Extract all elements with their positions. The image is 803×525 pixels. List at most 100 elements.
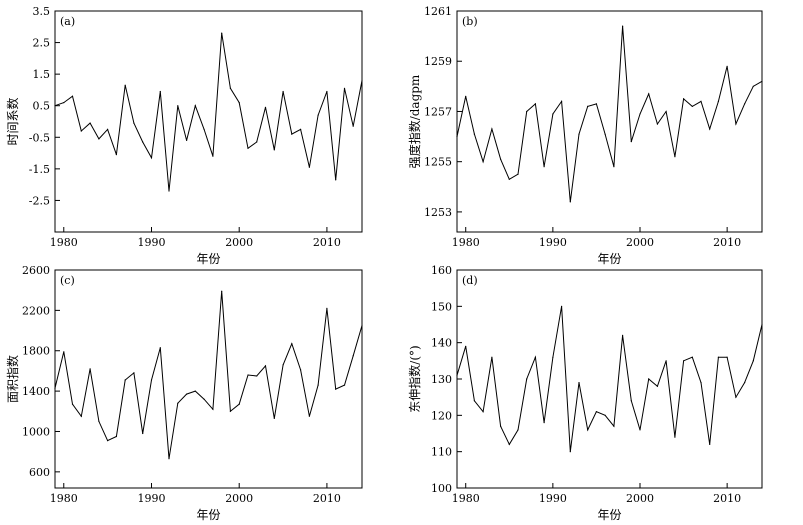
data-point	[291, 343, 293, 345]
data-point	[726, 65, 728, 67]
data-point	[604, 414, 606, 416]
x-tick-label: 1980	[50, 492, 78, 505]
data-point	[700, 382, 702, 384]
data-point	[648, 378, 650, 380]
data-point	[726, 356, 728, 358]
data-point	[317, 384, 319, 386]
data-point	[343, 384, 346, 386]
data-point	[665, 110, 667, 113]
data-point	[578, 133, 580, 135]
data-point	[326, 307, 328, 309]
data-point	[543, 166, 545, 168]
y-tick-label: 3.5	[33, 5, 51, 18]
data-point	[517, 429, 519, 431]
x-tick-label: 1990	[539, 236, 567, 249]
data-point	[221, 32, 223, 34]
data-point	[115, 154, 117, 156]
data-point	[639, 113, 641, 115]
data-point	[465, 345, 467, 347]
y-tick-label: 1253	[424, 206, 452, 219]
y-tick-label: 2600	[22, 264, 50, 277]
data-point	[456, 374, 458, 376]
data-point	[343, 87, 346, 89]
data-point	[150, 379, 153, 381]
data-point	[526, 110, 528, 113]
data-point	[107, 440, 109, 442]
x-tick-label: 2000	[225, 236, 253, 249]
data-point	[613, 166, 615, 168]
data-point	[194, 390, 196, 392]
data-point	[326, 90, 328, 93]
data-point	[674, 156, 676, 158]
data-point	[482, 411, 484, 413]
data-point	[491, 356, 493, 358]
data-point	[578, 382, 580, 384]
data-point	[282, 364, 284, 366]
data-point	[352, 355, 354, 357]
y-tick-label: 160	[431, 264, 452, 277]
data-point	[569, 451, 571, 453]
data-point	[159, 347, 161, 349]
y-axis-title: 时间系数	[5, 97, 20, 145]
y-axis-title: 强度指数/dagpm	[407, 74, 422, 168]
y-tick-label: 2200	[22, 304, 50, 317]
data-point	[335, 388, 337, 390]
data-point	[168, 458, 170, 460]
panel-label: (d)	[462, 274, 478, 287]
data-point	[500, 425, 502, 427]
data-point	[273, 149, 275, 151]
y-tick-label: -0.5	[29, 131, 50, 144]
data-point	[700, 100, 702, 102]
data-point	[543, 422, 545, 424]
data-point	[124, 84, 126, 86]
data-point	[221, 290, 223, 292]
x-axis-title: 年份	[597, 508, 621, 522]
data-point	[89, 368, 91, 370]
series-line	[54, 291, 363, 459]
data-point	[717, 356, 720, 358]
data-point	[735, 123, 737, 125]
x-axis-title: 年份	[196, 508, 220, 522]
data-point	[552, 356, 554, 358]
data-point	[595, 103, 598, 105]
x-axis-title: 年份	[196, 252, 220, 266]
panel-label: (a)	[60, 15, 75, 28]
data-point	[744, 382, 746, 384]
series-line	[54, 33, 363, 192]
data-point	[142, 141, 144, 143]
data-point	[709, 128, 711, 130]
y-tick-label: -1.5	[29, 163, 50, 176]
y-tick-label: 2.5	[33, 37, 51, 50]
y-tick-label: 1000	[22, 425, 50, 438]
data-point	[238, 102, 240, 104]
data-point	[317, 114, 319, 116]
data-point	[587, 105, 589, 107]
data-point	[587, 429, 589, 431]
data-point	[80, 130, 82, 132]
data-point	[630, 400, 632, 402]
data-point	[98, 420, 100, 422]
data-point	[282, 90, 284, 93]
data-point	[683, 360, 685, 362]
data-point	[665, 360, 667, 362]
data-point	[534, 103, 537, 105]
panel-2: 1253 1255 1257 1259 1261 1980 1990 2000 2010 (b) 年…	[407, 5, 763, 266]
data-point	[308, 415, 310, 417]
data-point	[526, 378, 528, 380]
data-point	[264, 365, 267, 367]
panel-label: (b)	[462, 15, 478, 28]
data-point	[229, 87, 231, 89]
data-point	[656, 123, 659, 125]
data-point	[89, 122, 91, 124]
data-point	[744, 103, 746, 105]
data-point	[229, 410, 231, 412]
data-point	[80, 415, 82, 417]
data-point	[500, 158, 502, 160]
data-point	[107, 128, 109, 130]
data-point	[247, 374, 249, 376]
data-point	[656, 385, 659, 387]
data-point	[256, 141, 258, 143]
data-point	[186, 139, 188, 141]
data-point	[456, 136, 458, 138]
